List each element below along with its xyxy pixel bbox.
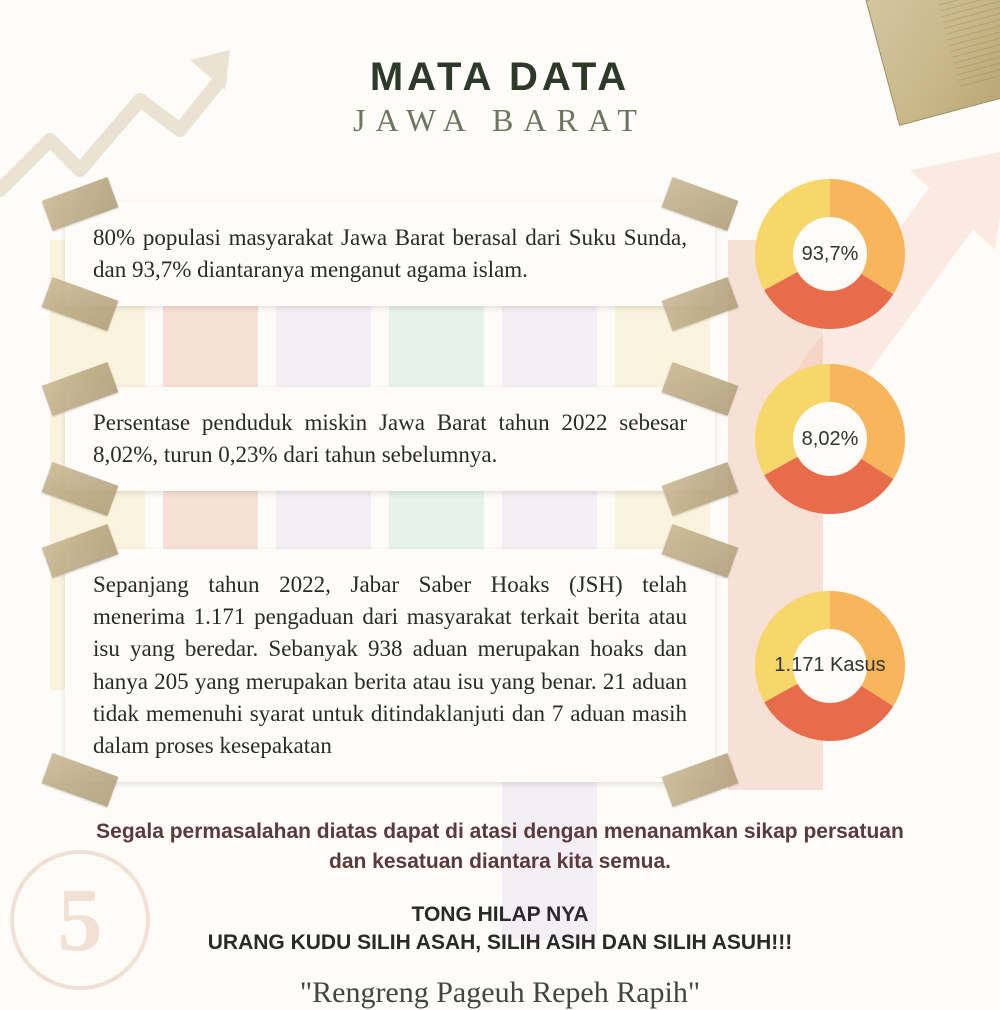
tape-decoration — [42, 177, 119, 231]
tape-decoration — [42, 362, 119, 416]
tape-decoration — [662, 362, 739, 416]
info-row: Persentase penduduk miskin Jawa Barat ta… — [0, 364, 1000, 514]
info-card: 80% populasi masyarakat Jawa Barat beras… — [65, 202, 715, 306]
donut-chart: 8,02% — [755, 364, 905, 514]
tape-decoration — [42, 277, 119, 331]
donut-label: 8,02% — [755, 364, 905, 514]
title-sub: JAWA BARAT — [0, 102, 1000, 139]
info-card: Persentase penduduk miskin Jawa Barat ta… — [65, 387, 715, 491]
donut-label: 1.171 Kasus — [755, 591, 905, 741]
footer-summary: Segala permasalahan diatas dapat di atas… — [80, 817, 920, 876]
tape-decoration — [42, 462, 119, 516]
footer: Segala permasalahan diatas dapat di atas… — [0, 817, 1000, 1009]
info-card: Sepanjang tahun 2022, Jabar Saber Hoaks … — [65, 549, 715, 782]
footer-callout-line1: TONG HILAP NYA — [80, 901, 920, 929]
tape-decoration — [42, 524, 119, 578]
title-main: MATA DATA — [0, 55, 1000, 100]
info-row: Sepanjang tahun 2022, Jabar Saber Hoaks … — [0, 549, 1000, 782]
tape-decoration — [662, 277, 739, 331]
footer-callout-line2: URANG KUDU SILIH ASAH, SILIH ASIH DAN SI… — [80, 929, 920, 957]
footer-quote: "Rengreng Pageuh Repeh Rapih" — [80, 976, 920, 1010]
tape-decoration — [662, 462, 739, 516]
donut-chart: 93,7% — [755, 179, 905, 329]
footer-callout: TONG HILAP NYA URANG KUDU SILIH ASAH, SI… — [80, 901, 920, 958]
info-row: 80% populasi masyarakat Jawa Barat beras… — [0, 179, 1000, 329]
tape-decoration — [662, 524, 739, 578]
tape-decoration — [662, 177, 739, 231]
donut-chart: 1.171 Kasus — [755, 591, 905, 741]
donut-label: 93,7% — [755, 179, 905, 329]
header: MATA DATA JAWA BARAT — [0, 0, 1000, 139]
cards-container: 80% populasi masyarakat Jawa Barat beras… — [0, 179, 1000, 782]
